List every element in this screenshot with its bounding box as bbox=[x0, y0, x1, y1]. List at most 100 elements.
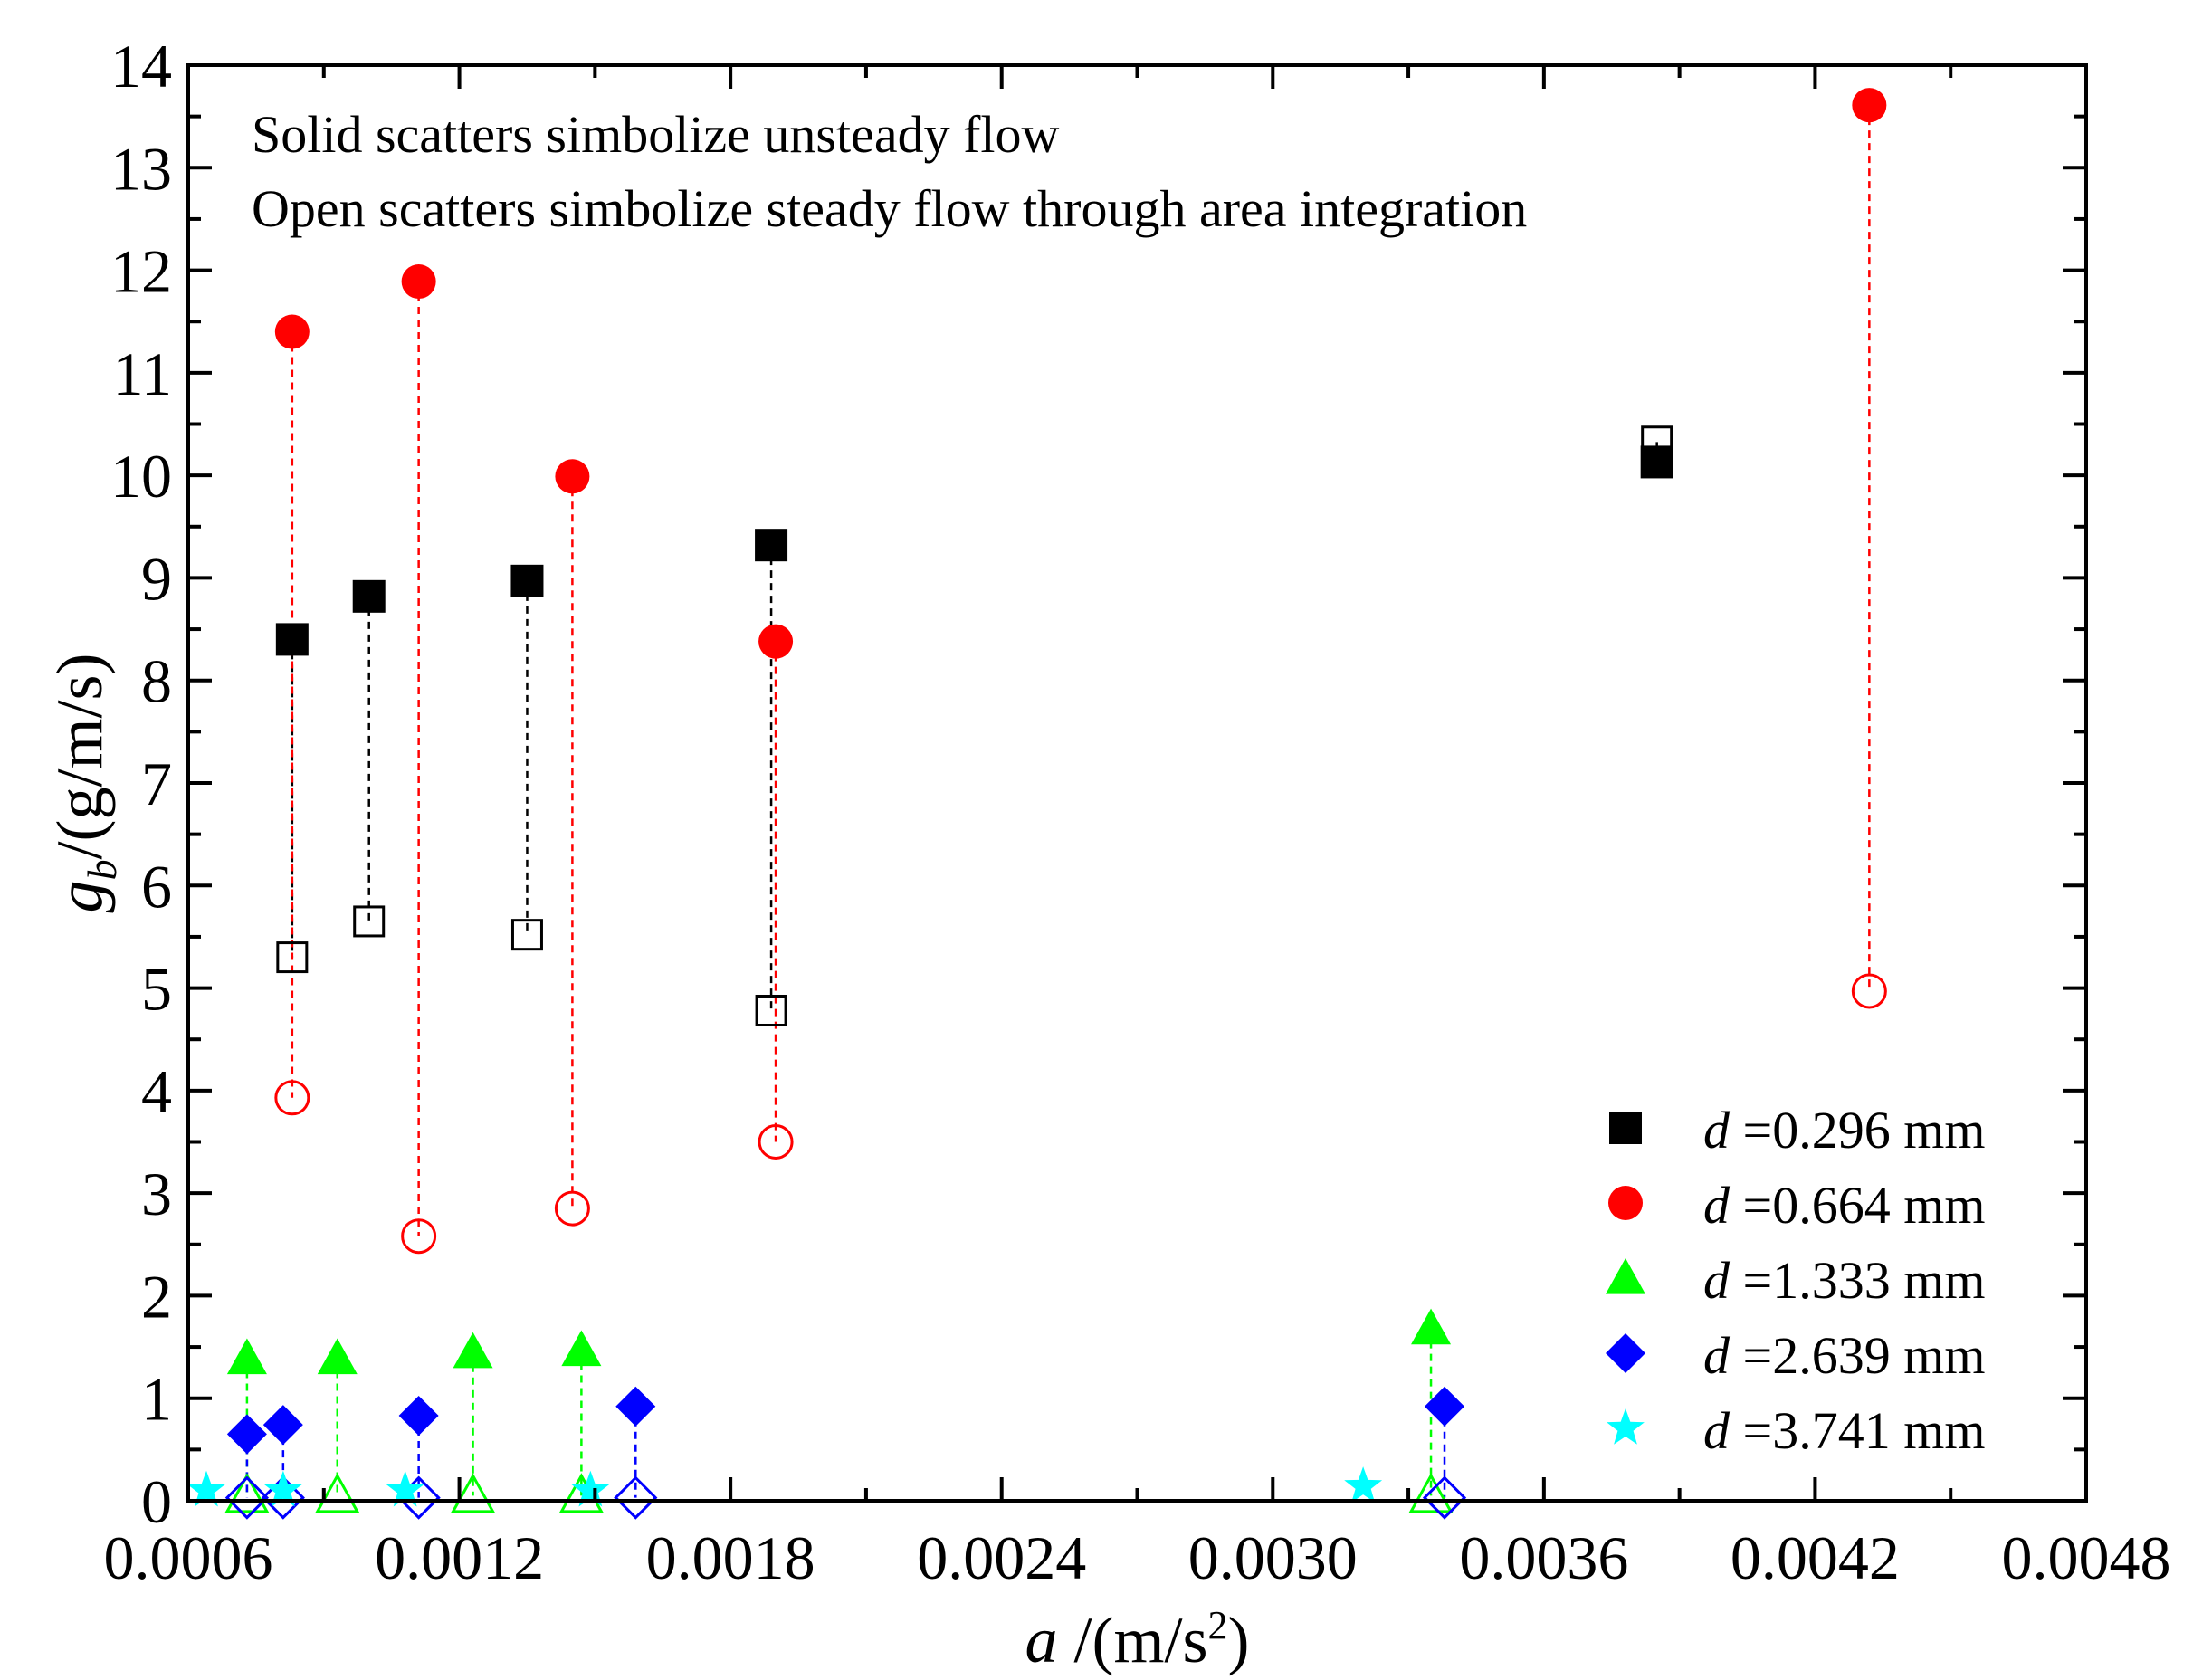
x-tick-label: 0.0030 bbox=[1188, 1523, 1358, 1592]
legend-label-var: d bbox=[1703, 1401, 1731, 1460]
triangle-solid-marker bbox=[453, 1332, 493, 1369]
y-tick-label: 1 bbox=[141, 1365, 172, 1434]
diamond-solid-marker bbox=[398, 1395, 439, 1436]
legend: d =0.296 mmd =0.664 mmd =1.333 mmd =2.63… bbox=[1606, 1101, 1985, 1460]
circle-solid-marker bbox=[1852, 88, 1887, 123]
legend-star-marker bbox=[1607, 1408, 1645, 1445]
circle-open-marker bbox=[1851, 973, 1887, 1009]
y-axis-var: g bbox=[43, 881, 116, 913]
square-open-marker bbox=[755, 994, 787, 1026]
square-solid-marker bbox=[1640, 445, 1673, 479]
legend-label-var: d bbox=[1703, 1101, 1731, 1160]
legend-label-value: =1.333 mm bbox=[1730, 1251, 1985, 1310]
y-tick-label: 12 bbox=[110, 237, 172, 306]
diamond-solid-marker bbox=[1425, 1386, 1465, 1427]
legend-label-value: =3.741 mm bbox=[1730, 1401, 1985, 1460]
legend-label: d =1.333 mm bbox=[1703, 1251, 1985, 1310]
star-solid-marker bbox=[1344, 1466, 1383, 1503]
triangle-open-marker bbox=[1408, 1473, 1454, 1513]
legend-label: d =2.639 mm bbox=[1703, 1326, 1985, 1385]
y-tick-label: 4 bbox=[141, 1057, 172, 1126]
square-open-marker bbox=[510, 919, 543, 951]
x-tick-labels: 0.0006 0.0012 0.0018 0.0024 0.0030 0.0036 0.00… bbox=[104, 1523, 2171, 1592]
circle-solid-marker bbox=[274, 314, 310, 349]
y-axis-title: gb/(g/m/s) bbox=[43, 654, 125, 913]
triangle-solid-marker bbox=[561, 1330, 602, 1367]
diamond-solid-marker bbox=[615, 1386, 656, 1427]
x-axis-unit: /(m/s bbox=[1058, 1604, 1208, 1676]
legend-label-value: =2.639 mm bbox=[1730, 1326, 1985, 1385]
square-solid-marker bbox=[275, 623, 309, 656]
y-tick-label: 7 bbox=[141, 749, 172, 818]
circle-open-marker bbox=[401, 1218, 437, 1255]
y-axis-unit: /(g/m/s) bbox=[43, 654, 116, 860]
star-solid-marker bbox=[187, 1470, 225, 1507]
circle-open-marker bbox=[758, 1124, 794, 1160]
x-tick-label: 0.0036 bbox=[1459, 1523, 1628, 1592]
y-axis-sub: b bbox=[79, 860, 125, 881]
diamond-solid-marker bbox=[262, 1405, 303, 1446]
x-axis-sup: 2 bbox=[1208, 1603, 1228, 1647]
legend-diamond-marker bbox=[1606, 1333, 1645, 1373]
x-tick-label: 0.0006 bbox=[104, 1523, 273, 1592]
x-tick-label: 0.0018 bbox=[646, 1523, 815, 1592]
legend-label-var: d bbox=[1703, 1176, 1731, 1235]
y-tick-label: 11 bbox=[113, 339, 172, 408]
diamond-open-marker bbox=[1422, 1475, 1467, 1520]
square-open-marker bbox=[276, 941, 309, 974]
y-tick-label: 9 bbox=[141, 544, 172, 613]
x-tick-label: 0.0048 bbox=[2002, 1523, 2171, 1592]
y-tick-label: 8 bbox=[141, 647, 172, 716]
diamond-open-marker bbox=[614, 1475, 658, 1520]
legend-triangle-marker bbox=[1606, 1258, 1645, 1294]
circle-open-marker bbox=[554, 1190, 590, 1227]
y-tick-label: 13 bbox=[110, 134, 172, 203]
diamond-open-marker bbox=[261, 1475, 305, 1520]
x-tick-label: 0.0024 bbox=[917, 1523, 1086, 1592]
triangle-solid-marker bbox=[317, 1338, 358, 1375]
x-axis-close: ) bbox=[1228, 1604, 1250, 1676]
square-open-marker bbox=[353, 905, 386, 938]
x-axis-var: a bbox=[1025, 1604, 1058, 1676]
legend-label: d =3.741 mm bbox=[1703, 1401, 1985, 1460]
circle-solid-marker bbox=[758, 624, 794, 659]
x-tick-label: 0.0042 bbox=[1731, 1523, 1900, 1592]
star-solid-marker bbox=[571, 1470, 610, 1507]
axis-ticks bbox=[186, 63, 2088, 1503]
legend-circle-marker bbox=[1608, 1186, 1643, 1220]
y-tick-label: 14 bbox=[110, 32, 172, 100]
legend-label-value: =0.664 mm bbox=[1730, 1176, 1985, 1235]
circle-solid-marker bbox=[401, 264, 436, 300]
legend-square-marker bbox=[1609, 1112, 1642, 1144]
diamond-solid-marker bbox=[226, 1414, 267, 1455]
y-tick-label: 2 bbox=[141, 1262, 172, 1331]
triangle-solid-marker bbox=[1411, 1308, 1452, 1345]
x-axis-title: a /(m/s2) bbox=[1025, 1603, 1250, 1676]
data-markers bbox=[187, 88, 1887, 1520]
y-tick-label: 5 bbox=[141, 955, 172, 1024]
y-tick-label: 6 bbox=[141, 852, 172, 921]
legend-label-value: =0.296 mm bbox=[1730, 1101, 1985, 1160]
circle-solid-marker bbox=[555, 459, 590, 494]
star-solid-marker bbox=[263, 1470, 302, 1507]
annotation-open: Open scatters simbolize steady flow thro… bbox=[252, 179, 1527, 238]
annotation-solid: Solid scatters simbolize unsteady flow bbox=[252, 105, 1060, 164]
legend-label: d =0.296 mm bbox=[1703, 1101, 1985, 1160]
square-solid-marker bbox=[510, 564, 544, 597]
y-tick-label: 10 bbox=[110, 442, 172, 511]
legend-label-var: d bbox=[1703, 1251, 1731, 1310]
triangle-open-marker bbox=[451, 1473, 496, 1513]
triangle-open-marker bbox=[224, 1473, 270, 1513]
y-tick-label: 3 bbox=[141, 1160, 172, 1228]
legend-label-var: d bbox=[1703, 1326, 1731, 1385]
triangle-solid-marker bbox=[226, 1338, 267, 1375]
square-solid-marker bbox=[755, 529, 788, 562]
circle-open-marker bbox=[274, 1080, 310, 1116]
square-solid-marker bbox=[352, 579, 386, 613]
star-solid-marker bbox=[386, 1470, 424, 1507]
y-tick-label: 0 bbox=[141, 1467, 172, 1536]
triangle-open-marker bbox=[315, 1473, 360, 1513]
diamond-open-marker bbox=[224, 1475, 270, 1520]
